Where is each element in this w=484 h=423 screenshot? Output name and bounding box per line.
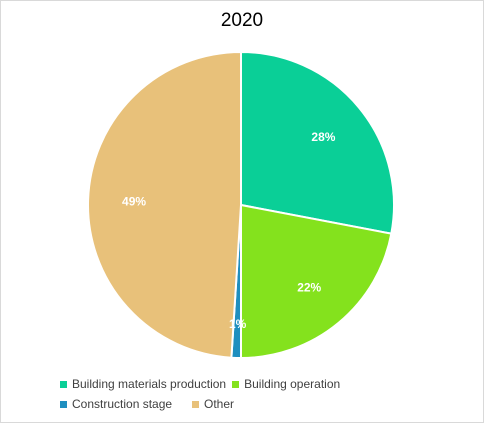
- legend-item-other[interactable]: Other: [192, 397, 234, 411]
- legend-label: Construction stage: [72, 397, 173, 411]
- legend: Building materials production Building o…: [60, 374, 440, 414]
- pie-slice-building-operation[interactable]: [240, 203, 393, 360]
- legend-label: Other: [204, 397, 235, 411]
- data-label: 28%: [311, 130, 335, 144]
- legend-row: Construction stage Other: [60, 394, 440, 414]
- pie-slice-other[interactable]: [87, 50, 242, 359]
- legend-row: Building materials production Building o…: [60, 374, 440, 394]
- data-label: 49%: [122, 195, 146, 209]
- legend-item-building-materials-production[interactable]: Building materials production: [60, 377, 226, 391]
- legend-label: Building operation: [244, 377, 341, 391]
- legend-item-construction-stage[interactable]: Construction stage: [60, 397, 186, 411]
- legend-swatch: [60, 380, 67, 388]
- legend-swatch: [60, 400, 67, 408]
- data-label: 1%: [229, 317, 247, 331]
- legend-item-building-operation[interactable]: Building operation: [232, 377, 340, 391]
- pie-labels: 28% 22% 1% 49%: [122, 130, 336, 331]
- legend-label: Building materials production: [72, 377, 227, 391]
- legend-swatch: [192, 400, 199, 408]
- chart-title: 2020: [220, 10, 264, 31]
- pie-slice-building-materials-production[interactable]: [240, 50, 395, 235]
- pie-slices: [87, 50, 395, 360]
- data-label: 22%: [297, 280, 321, 294]
- legend-swatch: [232, 380, 240, 388]
